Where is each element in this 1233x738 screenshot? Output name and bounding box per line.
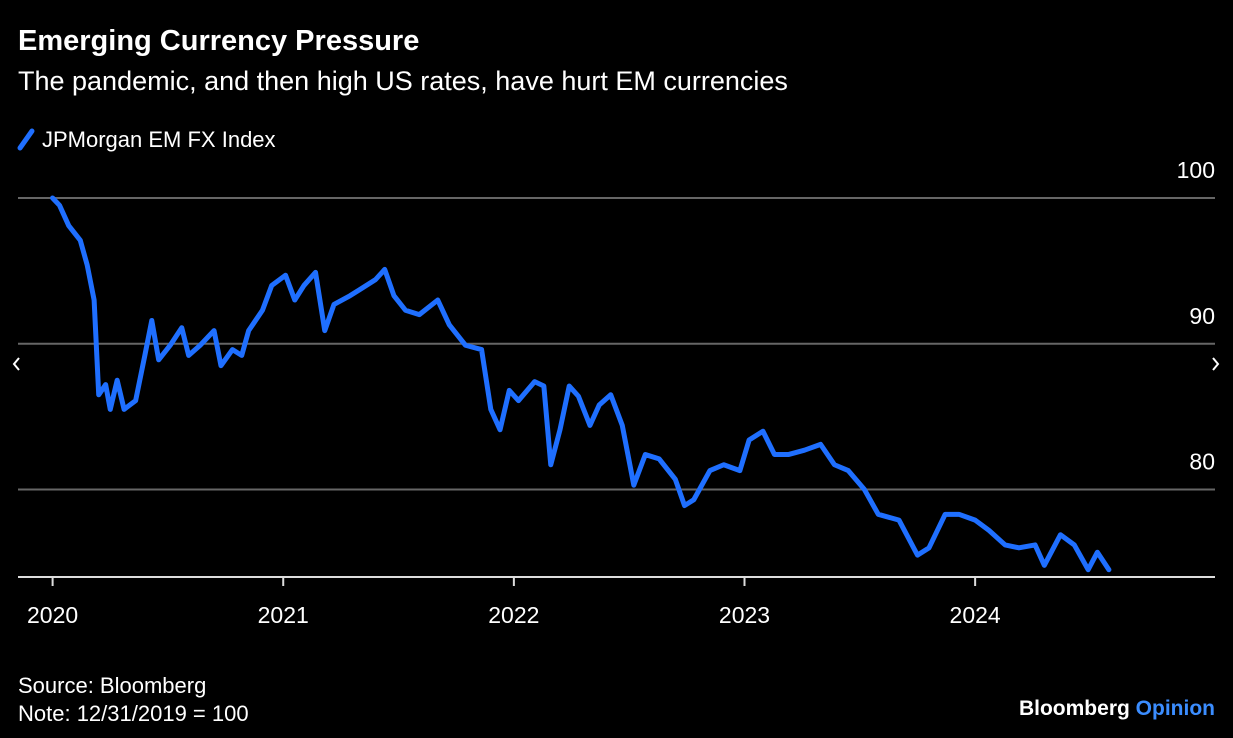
x-tick-label: 2023	[719, 602, 770, 628]
note: Note: 12/31/2019 = 100	[18, 701, 249, 726]
x-tick-label: 2020	[27, 602, 78, 628]
y-tick-label: 80	[1189, 449, 1215, 475]
y-tick-label: 90	[1189, 303, 1215, 329]
scroll-right[interactable]	[1212, 357, 1220, 371]
source: Source: Bloomberg	[18, 673, 206, 698]
series-line	[50, 195, 1112, 573]
chart-title: Emerging Currency Pressure	[18, 25, 419, 57]
legend-label: JPMorgan EM FX Index	[42, 127, 276, 152]
legend-swatch	[17, 128, 35, 151]
x-tick-label: 2022	[488, 602, 539, 628]
chart-subtitle: The pandemic, and then high US rates, ha…	[18, 66, 788, 96]
y-tick-label: 100	[1177, 157, 1215, 183]
brand: Bloomberg Opinion	[1019, 697, 1215, 720]
brand-name: Bloomberg	[1019, 697, 1130, 720]
x-tick-label: 2024	[950, 602, 1001, 628]
scroll-left[interactable]	[12, 357, 20, 371]
brand-suffix: Opinion	[1136, 697, 1215, 720]
x-tick-label: 2021	[258, 602, 309, 628]
